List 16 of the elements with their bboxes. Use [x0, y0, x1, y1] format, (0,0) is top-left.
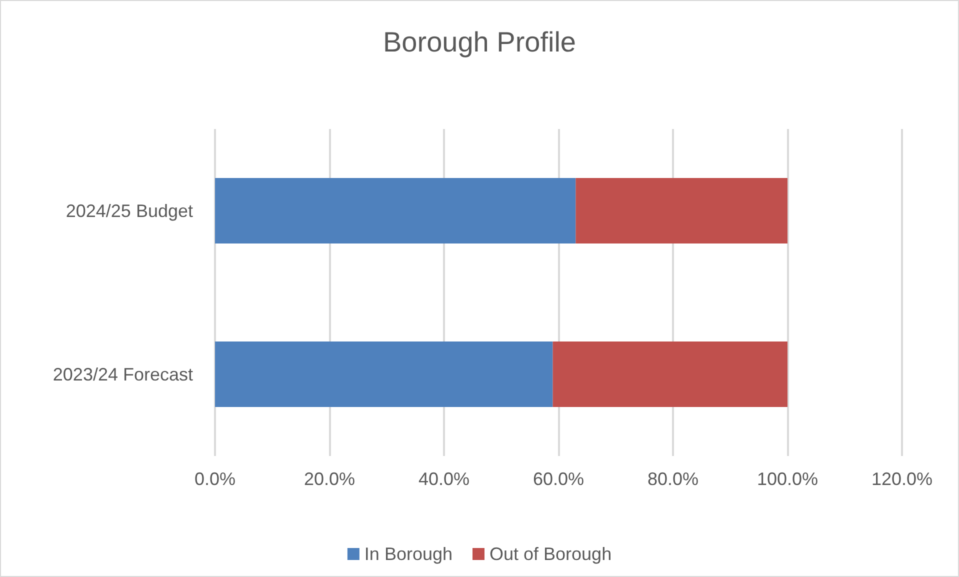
y-tick-label: 2024/25 Budget: [66, 200, 193, 221]
x-tick-label: 60.0%: [532, 469, 584, 489]
bar: [215, 178, 576, 244]
x-tick-label: 20.0%: [304, 469, 356, 489]
x-tick-label: 120.0%: [871, 469, 933, 489]
x-tick-label: 100.0%: [756, 469, 818, 489]
bar: [215, 342, 553, 407]
x-tick-label: 80.0%: [647, 469, 699, 489]
legend-label: Out of Borough: [489, 544, 612, 564]
bar: [576, 178, 788, 244]
chart-title: Borough Profile: [382, 26, 576, 58]
x-tick-label: 40.0%: [418, 469, 470, 489]
y-tick-label: 2023/24 Forecast: [52, 364, 193, 384]
legend-label: In Borough: [364, 544, 453, 564]
bar: [552, 342, 788, 407]
x-tick-label: 0.0%: [194, 469, 236, 489]
